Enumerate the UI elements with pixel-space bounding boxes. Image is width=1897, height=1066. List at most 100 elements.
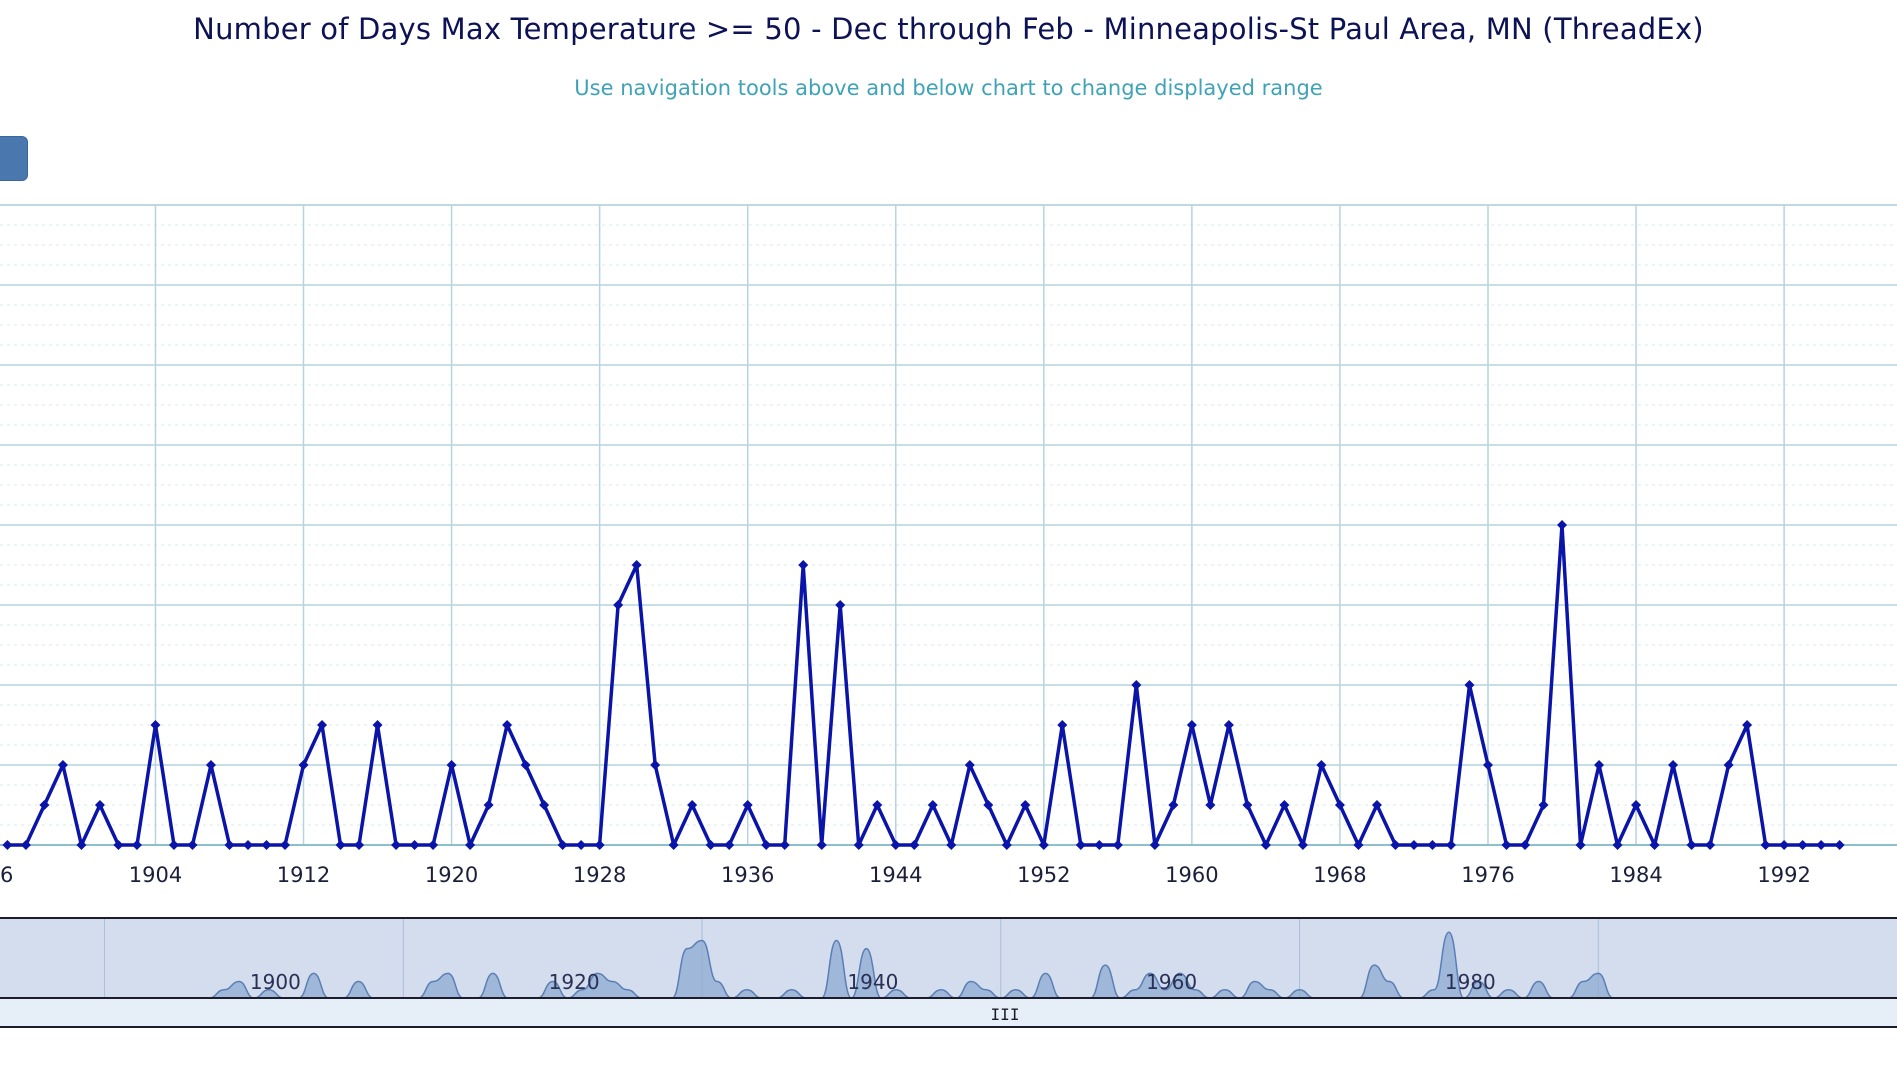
data-point[interactable]	[1816, 840, 1827, 850]
data-point[interactable]	[1131, 680, 1142, 690]
data-point[interactable]	[1279, 800, 1290, 810]
data-point[interactable]	[1631, 800, 1642, 810]
data-point[interactable]	[1668, 760, 1679, 770]
data-point[interactable]	[1057, 720, 1068, 730]
data-point[interactable]	[1742, 720, 1753, 730]
data-point[interactable]	[1260, 840, 1271, 850]
data-point[interactable]	[1316, 760, 1327, 770]
data-point[interactable]	[964, 760, 975, 770]
data-point[interactable]	[113, 840, 124, 850]
data-point[interactable]	[1686, 840, 1697, 850]
data-point[interactable]	[613, 600, 624, 610]
data-point[interactable]	[1501, 840, 1512, 850]
data-point[interactable]	[1464, 680, 1475, 690]
data-point[interactable]	[317, 720, 328, 730]
data-point[interactable]	[1760, 840, 1771, 850]
data-point[interactable]	[872, 800, 883, 810]
data-point[interactable]	[1168, 800, 1179, 810]
data-point[interactable]	[57, 760, 68, 770]
data-point[interactable]	[1001, 840, 1012, 850]
data-point[interactable]	[798, 560, 809, 570]
data-point[interactable]	[280, 840, 291, 850]
data-point[interactable]	[1834, 840, 1845, 850]
data-point[interactable]	[927, 800, 938, 810]
data-point[interactable]	[446, 760, 457, 770]
data-point[interactable]	[372, 720, 383, 730]
data-point[interactable]	[1371, 800, 1382, 810]
data-point[interactable]	[76, 840, 87, 850]
data-point[interactable]	[576, 840, 587, 850]
data-point[interactable]	[242, 840, 253, 850]
data-point[interactable]	[465, 840, 476, 850]
data-point[interactable]	[205, 760, 216, 770]
data-point[interactable]	[557, 840, 568, 850]
data-point[interactable]	[1297, 840, 1308, 850]
data-point[interactable]	[150, 720, 161, 730]
data-point[interactable]	[1205, 800, 1216, 810]
data-point[interactable]	[428, 840, 439, 850]
data-point[interactable]	[409, 840, 420, 850]
data-point[interactable]	[1779, 840, 1790, 850]
data-point[interactable]	[1020, 800, 1031, 810]
data-point[interactable]	[1520, 840, 1531, 850]
data-point[interactable]	[224, 840, 235, 850]
data-point[interactable]	[705, 840, 716, 850]
data-point[interactable]	[1075, 840, 1086, 850]
scrollbar-grip[interactable]: III	[991, 1005, 1020, 1024]
data-point[interactable]	[20, 840, 31, 850]
data-point[interactable]	[1038, 840, 1049, 850]
data-point[interactable]	[1112, 840, 1123, 850]
data-point[interactable]	[1705, 840, 1716, 850]
data-point[interactable]	[1612, 840, 1623, 850]
data-point[interactable]	[1575, 840, 1586, 850]
data-point[interactable]	[187, 840, 198, 850]
data-point[interactable]	[761, 840, 772, 850]
data-point[interactable]	[2, 840, 13, 850]
data-point[interactable]	[1353, 840, 1364, 850]
data-point[interactable]	[983, 800, 994, 810]
data-point[interactable]	[1186, 720, 1197, 730]
data-point[interactable]	[168, 840, 179, 850]
data-point[interactable]	[131, 840, 142, 850]
data-point[interactable]	[1445, 840, 1456, 850]
data-point[interactable]	[1594, 760, 1605, 770]
data-point[interactable]	[1649, 840, 1660, 850]
data-point[interactable]	[1242, 800, 1253, 810]
scrollbar-track[interactable]	[0, 999, 1897, 1027]
data-point[interactable]	[502, 720, 513, 730]
data-point[interactable]	[909, 840, 920, 850]
data-point[interactable]	[1723, 760, 1734, 770]
data-point[interactable]	[261, 840, 272, 850]
data-point[interactable]	[779, 840, 790, 850]
data-point[interactable]	[520, 760, 531, 770]
data-point[interactable]	[391, 840, 402, 850]
data-point[interactable]	[1797, 840, 1808, 850]
data-point[interactable]	[742, 800, 753, 810]
range-selector-button[interactable]	[0, 136, 28, 181]
data-point[interactable]	[39, 800, 50, 810]
data-point[interactable]	[668, 840, 679, 850]
data-point[interactable]	[890, 840, 901, 850]
data-point[interactable]	[631, 560, 642, 570]
data-point[interactable]	[354, 840, 365, 850]
data-point[interactable]	[1427, 840, 1438, 850]
data-point[interactable]	[1538, 800, 1549, 810]
data-point[interactable]	[1390, 840, 1401, 850]
data-point[interactable]	[946, 840, 957, 850]
data-point[interactable]	[335, 840, 346, 850]
data-point[interactable]	[650, 760, 661, 770]
data-point[interactable]	[1094, 840, 1105, 850]
data-point[interactable]	[1149, 840, 1160, 850]
data-point[interactable]	[1482, 760, 1493, 770]
data-point[interactable]	[94, 800, 105, 810]
data-point[interactable]	[1334, 800, 1345, 810]
data-point[interactable]	[724, 840, 735, 850]
data-point[interactable]	[1223, 720, 1234, 730]
data-point[interactable]	[298, 760, 309, 770]
data-point[interactable]	[539, 800, 550, 810]
data-point[interactable]	[1408, 840, 1419, 850]
data-point[interactable]	[594, 840, 605, 850]
data-point[interactable]	[687, 800, 698, 810]
data-point[interactable]	[816, 840, 827, 850]
data-point[interactable]	[483, 800, 494, 810]
